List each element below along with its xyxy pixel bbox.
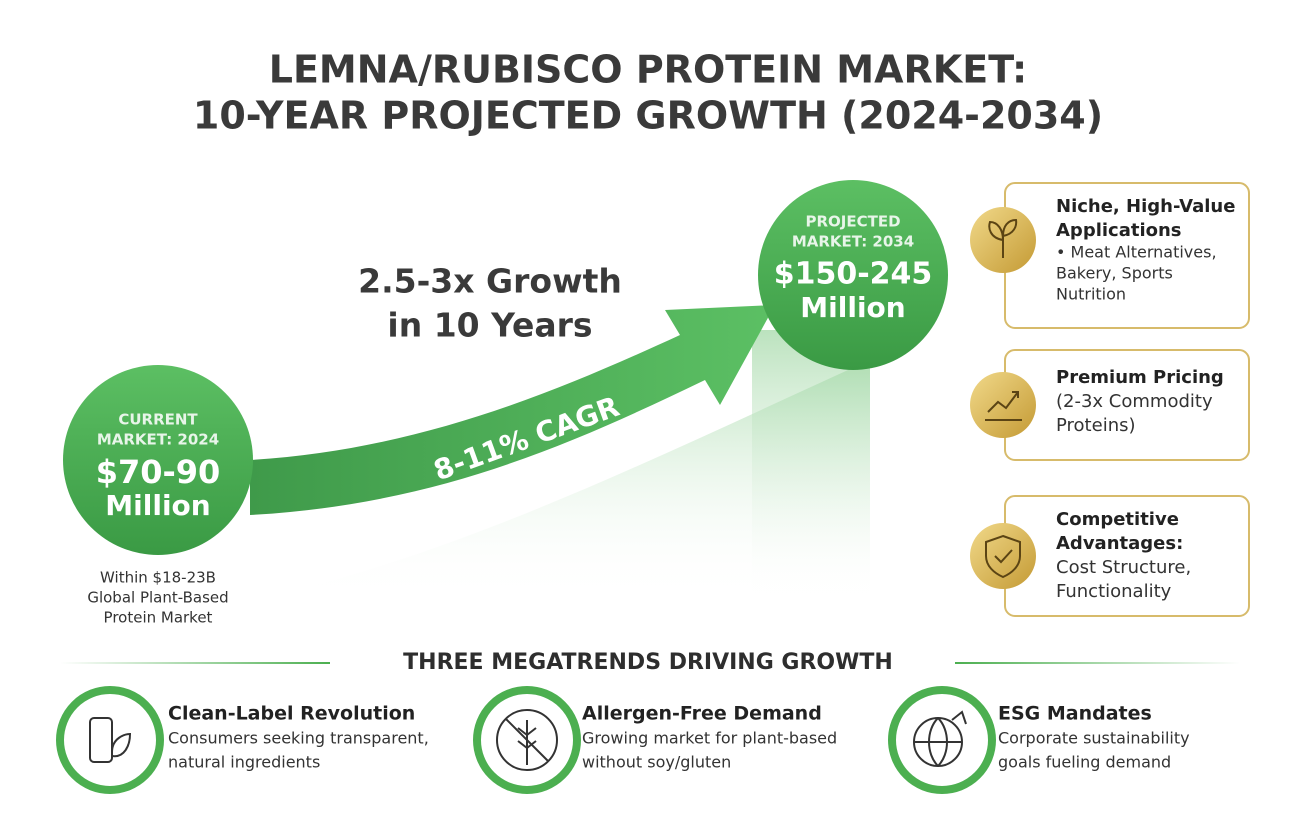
growth-headline: in 10 Years bbox=[387, 306, 592, 345]
growth-column bbox=[752, 330, 870, 600]
megatrend-title: Clean-Label Revolution bbox=[168, 703, 415, 725]
megatrend-text: Growing market for plant-based bbox=[582, 729, 837, 748]
current-note: Within $18-23B bbox=[100, 569, 216, 587]
divider bbox=[60, 662, 330, 664]
advantage-text: Nutrition bbox=[1056, 285, 1126, 304]
advantage-text: Bakery, Sports bbox=[1056, 264, 1173, 283]
growth-headline: 2.5-3x Growth bbox=[358, 262, 622, 301]
megatrend-text: without soy/gluten bbox=[582, 753, 731, 772]
megatrend-text: Corporate sustainability bbox=[998, 729, 1190, 748]
current-note: Global Plant-Based bbox=[87, 589, 228, 607]
projected-label: PROJECTED bbox=[805, 213, 900, 231]
megatrend-text: goals fueling demand bbox=[998, 753, 1171, 772]
advantage-title: Competitive bbox=[1056, 509, 1179, 530]
megatrend-text: Consumers seeking transparent, bbox=[168, 729, 429, 748]
advantage-text: (2-3x Commodity bbox=[1056, 391, 1213, 412]
current-value: $70-90 bbox=[96, 453, 221, 491]
advantage-text: Cost Structure, bbox=[1056, 557, 1191, 578]
advantage-text: Proteins) bbox=[1056, 415, 1136, 436]
projected-circle bbox=[758, 180, 948, 370]
divider bbox=[955, 662, 1240, 664]
current-label: CURRENT bbox=[118, 411, 198, 429]
advantage-title: Premium Pricing bbox=[1056, 367, 1224, 388]
growth-arrow bbox=[250, 305, 775, 515]
projected-value: Million bbox=[800, 291, 905, 324]
projected-label: MARKET: 2034 bbox=[792, 233, 914, 251]
megatrend-title: Allergen-Free Demand bbox=[582, 703, 822, 725]
projected-value: $150-245 bbox=[774, 257, 933, 292]
title: LEMNA/RUBISCO PROTEIN MARKET: bbox=[269, 48, 1027, 92]
advantage-title: Applications bbox=[1056, 220, 1182, 241]
current-value: Million bbox=[105, 489, 210, 522]
megatrend-text: natural ingredients bbox=[168, 753, 320, 772]
title: 10-YEAR PROJECTED GROWTH (2024-2034) bbox=[193, 94, 1103, 138]
current-label: MARKET: 2024 bbox=[97, 431, 219, 449]
current-circle bbox=[63, 365, 253, 555]
current-note: Protein Market bbox=[104, 609, 213, 627]
advantage-text: Functionality bbox=[1056, 581, 1172, 602]
advantage-title: Advantages: bbox=[1056, 533, 1183, 554]
megatrend-icons bbox=[56, 686, 996, 794]
advantage-text: • Meat Alternatives, bbox=[1056, 243, 1217, 262]
megatrends-heading: THREE MEGATRENDS DRIVING GROWTH bbox=[403, 650, 893, 675]
advantage-icons bbox=[970, 207, 1036, 589]
growth-area bbox=[250, 360, 870, 600]
megatrend-title: ESG Mandates bbox=[998, 703, 1152, 725]
advantage-title: Niche, High-Value bbox=[1056, 196, 1235, 217]
